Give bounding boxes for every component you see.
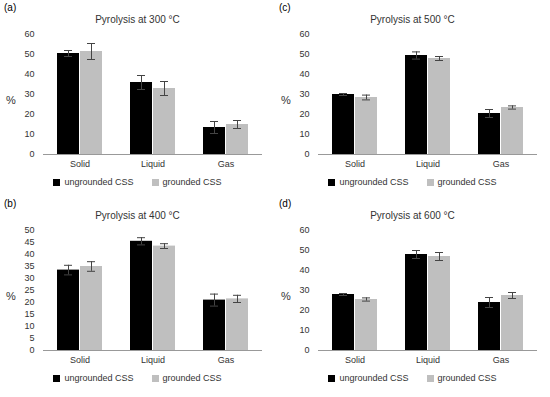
html-text:Pyrolysis at 300 °C: Pyrolysis at 300 °C bbox=[95, 14, 180, 25]
svg-text:10: 10 bbox=[299, 325, 309, 335]
svg-text:25: 25 bbox=[24, 285, 34, 295]
svg-text:0: 0 bbox=[29, 345, 34, 355]
html-text:Pyrolysis at 400 °C: Pyrolysis at 400 °C bbox=[95, 210, 180, 221]
svg-text:50: 50 bbox=[24, 49, 34, 59]
svg-text:30: 30 bbox=[299, 285, 309, 295]
svg-text:45: 45 bbox=[24, 237, 34, 247]
svg-text:35: 35 bbox=[24, 261, 34, 271]
svg-text:40: 40 bbox=[24, 69, 34, 79]
html-text:(a): (a) bbox=[4, 2, 17, 13]
svg-text:Gas: Gas bbox=[218, 355, 235, 365]
html-text:grounded CSS: grounded CSS bbox=[162, 373, 222, 383]
html-text:Pyrolysis at 600 °C: Pyrolysis at 600 °C bbox=[370, 210, 455, 221]
svg-text:0: 0 bbox=[304, 345, 309, 355]
html-text:ungrounded CSS: ungrounded CSS bbox=[64, 177, 134, 187]
svg-text:Solid: Solid bbox=[345, 159, 365, 169]
html-text:grounded CSS: grounded CSS bbox=[437, 373, 497, 383]
html-text:Pyrolysis at 500 °C: Pyrolysis at 500 °C bbox=[370, 14, 455, 25]
svg-text:10: 10 bbox=[299, 129, 309, 139]
svg-text:50: 50 bbox=[24, 225, 34, 235]
svg-text:Gas: Gas bbox=[493, 159, 510, 169]
svg-text:Solid: Solid bbox=[70, 355, 90, 365]
svg-text:30: 30 bbox=[24, 273, 34, 283]
svg-text:0: 0 bbox=[29, 149, 34, 159]
svg-text:Solid: Solid bbox=[70, 159, 90, 169]
svg-text:10: 10 bbox=[24, 321, 34, 331]
svg-text:30: 30 bbox=[24, 89, 34, 99]
html-text:ungrounded CSS: ungrounded CSS bbox=[339, 177, 409, 187]
svg-text:15: 15 bbox=[24, 309, 34, 319]
svg-text:10: 10 bbox=[24, 129, 34, 139]
svg-text:Gas: Gas bbox=[493, 355, 510, 365]
svg-text:Liquid: Liquid bbox=[416, 355, 440, 365]
svg-text:50: 50 bbox=[299, 49, 309, 59]
svg-text:40: 40 bbox=[299, 69, 309, 79]
html-text:ungrounded CSS: ungrounded CSS bbox=[64, 373, 134, 383]
svg-text:50: 50 bbox=[299, 245, 309, 255]
svg-text:0: 0 bbox=[304, 149, 309, 159]
svg-text:Liquid: Liquid bbox=[416, 159, 440, 169]
svg-text:5: 5 bbox=[29, 333, 34, 343]
html-text:(c): (c) bbox=[279, 2, 291, 13]
svg-text:Liquid: Liquid bbox=[141, 159, 165, 169]
svg-text:Solid: Solid bbox=[345, 355, 365, 365]
svg-text:Liquid: Liquid bbox=[141, 355, 165, 365]
svg-text:Gas: Gas bbox=[218, 159, 235, 169]
html-text:grounded CSS: grounded CSS bbox=[162, 177, 222, 187]
svg-text:40: 40 bbox=[299, 265, 309, 275]
html-text:grounded CSS: grounded CSS bbox=[437, 177, 497, 187]
html-text:ungrounded CSS: ungrounded CSS bbox=[339, 373, 409, 383]
svg-text:20: 20 bbox=[299, 109, 309, 119]
html-text:(d): (d) bbox=[279, 198, 292, 209]
svg-text:20: 20 bbox=[24, 297, 34, 307]
svg-text:60: 60 bbox=[299, 29, 309, 39]
svg-text:20: 20 bbox=[24, 109, 34, 119]
svg-text:30: 30 bbox=[299, 89, 309, 99]
svg-text:60: 60 bbox=[299, 225, 309, 235]
svg-text:20: 20 bbox=[299, 305, 309, 315]
svg-text:40: 40 bbox=[24, 249, 34, 259]
svg-text:60: 60 bbox=[24, 29, 34, 39]
html-text:(b): (b) bbox=[4, 198, 17, 209]
